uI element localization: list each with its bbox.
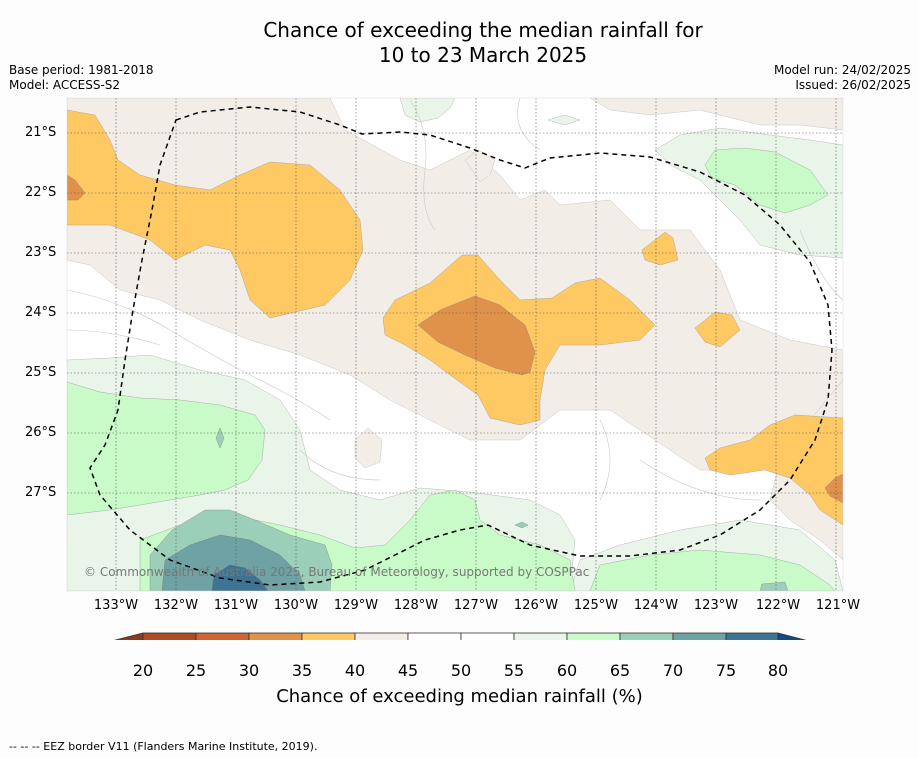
map-canvas <box>66 97 844 640</box>
lon-label-126w: 126°W <box>513 598 559 613</box>
cb-seg-40-45 <box>354 632 409 640</box>
contour-35-40-west <box>67 109 364 319</box>
cb-tick-45: 45 <box>397 661 419 680</box>
cb-tick-75: 75 <box>715 661 737 680</box>
lon-label-131w: 131°W <box>213 598 259 613</box>
meta-left: Base period: 1981-2018 Model: ACCESS-S2 <box>9 63 154 93</box>
contour-30-35-west <box>67 174 86 201</box>
cb-seg-20-25 <box>142 632 197 640</box>
title-line-2: 10 to 23 March 2025 <box>378 43 588 67</box>
graticule <box>67 98 843 591</box>
lon-label-132w: 132°W <box>153 598 199 613</box>
cb-tick-35: 35 <box>291 661 313 680</box>
lat-label-25s: 25°S <box>25 365 57 380</box>
lon-label-125w: 125°W <box>573 598 619 613</box>
copyright-notice: © Commonwealth of Australia 2025, Bureau… <box>84 565 590 579</box>
lat-label-21s: 21°S <box>25 125 57 140</box>
cb-tick-30: 30 <box>238 661 260 680</box>
cb-tick-40: 40 <box>344 661 366 680</box>
contour-40-45-north <box>589 98 843 131</box>
contour-30-35-center <box>417 295 536 376</box>
cb-seg-55-60 <box>513 632 568 640</box>
contour-60-65-ne <box>704 147 829 214</box>
lat-label-27s: 27°S <box>25 485 57 500</box>
lon-label-128w: 128°W <box>393 598 439 613</box>
cb-seg-70-75 <box>672 632 727 640</box>
lon-label-121w: 121°W <box>815 598 861 613</box>
contour-35-40-ne <box>641 231 679 266</box>
cb-tick-55: 55 <box>503 661 525 680</box>
lon-label-127w: 127°W <box>453 598 499 613</box>
contour-60-65-sw <box>67 381 266 516</box>
lat-label-26s: 26°S <box>25 425 57 440</box>
lon-label-129w: 129°W <box>333 598 379 613</box>
lat-label-22s: 22°S <box>25 185 57 200</box>
contour-35-40-se <box>704 414 843 526</box>
cb-seg-35-40 <box>301 632 356 640</box>
contour-75-80 <box>211 564 269 591</box>
colorbar-arrow-left <box>113 632 144 640</box>
eez-legend-footer: -- -- -- EEZ border V11 (Flanders Marine… <box>9 740 318 753</box>
contour-70-75 <box>161 534 306 591</box>
lat-label-23s: 23°S <box>25 245 57 260</box>
cb-seg-30-35 <box>248 632 303 640</box>
issued-date: Issued: 26/02/2025 <box>795 78 911 92</box>
model-name: Model: ACCESS-S2 <box>9 78 121 92</box>
map-area <box>67 98 843 591</box>
cb-tick-80: 80 <box>767 661 789 680</box>
lon-label-123w: 123°W <box>693 598 739 613</box>
lon-label-124w: 124°W <box>633 598 679 613</box>
cb-seg-45-50 <box>407 632 462 640</box>
map-title: Chance of exceeding the median rainfall … <box>0 18 919 68</box>
lon-label-130w: 130°W <box>273 598 319 613</box>
base-period: Base period: 1981-2018 <box>9 63 154 77</box>
faint-contour-lines <box>67 98 843 501</box>
cb-seg-75-80 <box>725 632 779 640</box>
contour-55-60-n <box>399 98 456 123</box>
colorbar <box>113 632 807 640</box>
colorbar-title: Chance of exceeding median rainfall (%) <box>276 686 643 707</box>
cb-tick-60: 60 <box>556 661 578 680</box>
cb-tick-70: 70 <box>662 661 684 680</box>
contour-55-60-nn <box>547 114 581 126</box>
eez-border <box>89 106 833 586</box>
lon-label-133w: 133°W <box>93 598 139 613</box>
meta-right: Model run: 24/02/2025 Issued: 26/02/2025 <box>774 63 911 93</box>
cb-seg-65-70 <box>619 632 674 640</box>
contour-40-45-blob <box>354 427 383 469</box>
title-line-1: Chance of exceeding the median rainfall … <box>263 18 703 42</box>
contour-35-40-e <box>694 311 741 348</box>
cb-seg-25-30 <box>195 632 250 640</box>
model-run: Model run: 24/02/2025 <box>773 63 911 77</box>
cb-tick-65: 65 <box>609 661 631 680</box>
cb-tick-25: 25 <box>185 661 207 680</box>
cb-seg-50-55 <box>460 632 515 640</box>
contour-60-65-se <box>589 549 836 591</box>
map-frame <box>66 97 844 592</box>
lat-label-24s: 24°S <box>25 305 57 320</box>
contour-65-70-small <box>759 581 789 591</box>
lon-label-122w: 122°W <box>755 598 801 613</box>
cb-tick-20: 20 <box>132 661 154 680</box>
cb-tick-50: 50 <box>450 661 472 680</box>
contour-65-70-tiny <box>514 521 529 529</box>
cb-seg-60-65 <box>566 632 621 640</box>
contour-30-35-se <box>824 473 843 504</box>
colorbar-arrow-right <box>777 632 807 640</box>
